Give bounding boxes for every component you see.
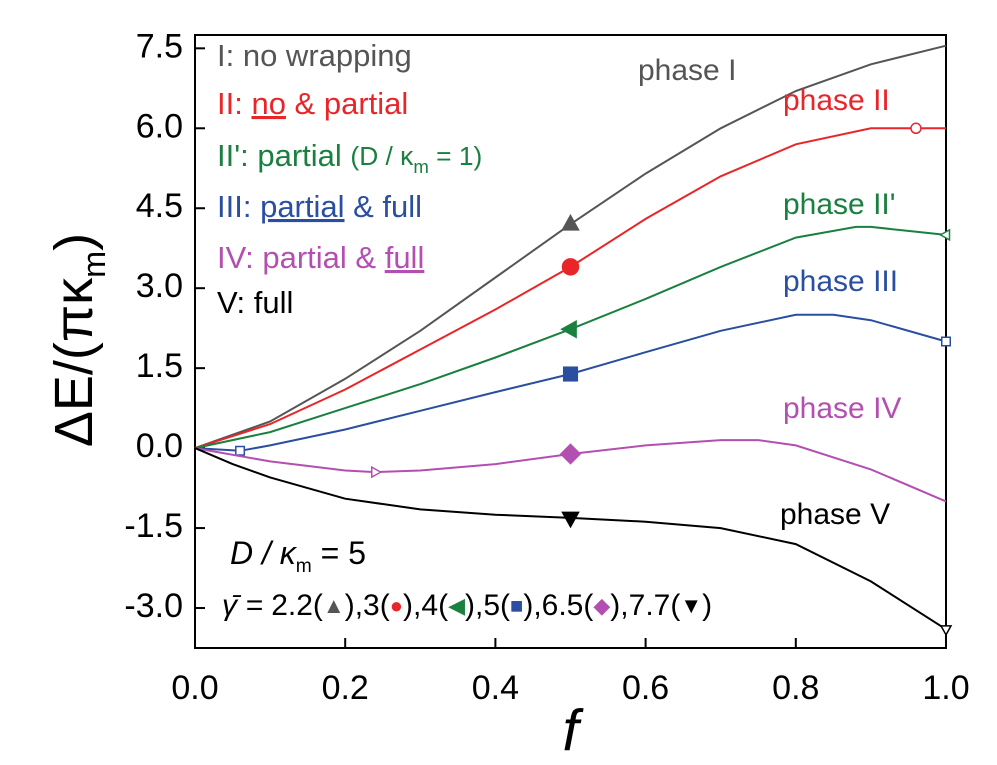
y-tick-label: 0.0 [136,427,183,465]
text-part: ( [438,589,448,622]
text-part: , [533,589,541,622]
marker [559,443,582,465]
x-tick-label: 0.0 [171,669,218,707]
y-tick-label: -3.0 [124,587,183,625]
legend-entry: V: full [217,285,293,320]
x-tick-label: 0.4 [472,669,519,707]
text-part: ) [610,589,620,622]
text-part: ■ [510,593,523,618]
text-part: , [413,589,421,622]
text-part: I: no wrapping [217,38,412,73]
marker [561,213,580,231]
series-label: phase II [783,84,890,117]
text-part: ( [380,589,390,622]
text-part: ΔE/(πκ [44,277,104,447]
series-line [194,313,947,452]
text-part: ◀ [448,593,465,618]
y-tick-label: 4.5 [136,187,183,225]
marker [370,465,383,479]
text-part: 4 [421,589,438,622]
text-part: ▼ [680,593,702,618]
annotation-gamma: γ̄ = 2.2(▲),3(●),4(◀),5(■),6.5(◆),7.7(▼) [222,589,712,622]
text-part: & partial [286,86,408,121]
y-tick-label: -1.5 [124,507,183,545]
text-part: (D / κ [350,141,414,171]
text-part: γ̄ = [222,589,271,622]
text-part: 6.5 [542,589,584,622]
text-part: m [413,156,429,177]
x-tick-label: 0.6 [622,669,669,707]
text-part: III: [217,189,260,224]
text-part: ) [523,589,533,622]
y-tick-label: 3.0 [136,267,183,305]
marker [561,511,580,529]
text-part: D / κ [230,535,298,571]
text-part: = 1) [429,141,482,171]
text-part: ) [345,589,355,622]
legend-entry: II': partial (D / κm = 1) [217,138,482,177]
text-part: V: full [217,285,293,320]
text-part: ▲ [323,593,345,618]
series-label: phase II' [783,188,895,221]
series-line [194,127,946,450]
x-tick-label: 1.0 [922,669,969,707]
marker [939,625,953,637]
text-part: ) [44,233,104,251]
legend-entry: III: partial & full [217,189,422,224]
marker [560,319,577,339]
text-part: 5 [483,589,500,622]
text-part: m [76,251,112,278]
annotation-ratio: D / κm = 5 [230,535,366,576]
legend-entry: IV: partial & full [217,240,424,275]
text-part: full [385,240,425,275]
text-part: ) [702,589,712,622]
marker [235,445,246,456]
text-part: IV: partial & [217,240,385,275]
text-part: ( [500,589,510,622]
text-part: II: [217,86,251,121]
marker [938,228,951,242]
marker [561,258,580,276]
text-part: = 5 [312,535,366,571]
series-line [194,225,947,450]
text-part: ( [583,589,593,622]
text-part: ) [465,589,475,622]
text-part: II': partial [217,138,350,173]
legend-entry: I: no wrapping [217,38,412,73]
y-tick-label: 1.5 [136,347,183,385]
text-part: 7.7 [629,589,671,622]
text-part: , [355,589,363,622]
text-part: partial [260,189,344,224]
series-label: phase V [780,498,890,531]
text-part: , [475,589,483,622]
marker [941,336,951,347]
text-part: 3 [363,589,380,622]
text-part: ◆ [593,593,610,618]
text-part: ( [313,589,323,622]
text-part: ( [670,589,680,622]
text-part: , [620,589,628,622]
series-label: phase IV [783,392,901,425]
y-tick-label: 6.0 [136,107,183,145]
x-tick-label: 0.2 [322,669,369,707]
series-label: phase III [783,265,898,298]
text-part: no [251,86,285,121]
text-part: 2.2 [271,589,313,622]
series-label: phase I [638,54,736,87]
y-tick-label: 7.5 [136,27,183,65]
legend-entry: II: no & partial [217,86,408,121]
text-part: ) [403,589,413,622]
y-axis-label: ΔE/(πκm) [44,233,111,447]
marker [910,122,922,135]
x-tick-label: 0.8 [772,669,819,707]
text-part: m [296,556,312,577]
text-part: & full [345,189,423,224]
marker [562,366,579,382]
text-part: ● [390,593,403,618]
x-axis-label: f [562,698,584,763]
series-line [194,447,947,631]
